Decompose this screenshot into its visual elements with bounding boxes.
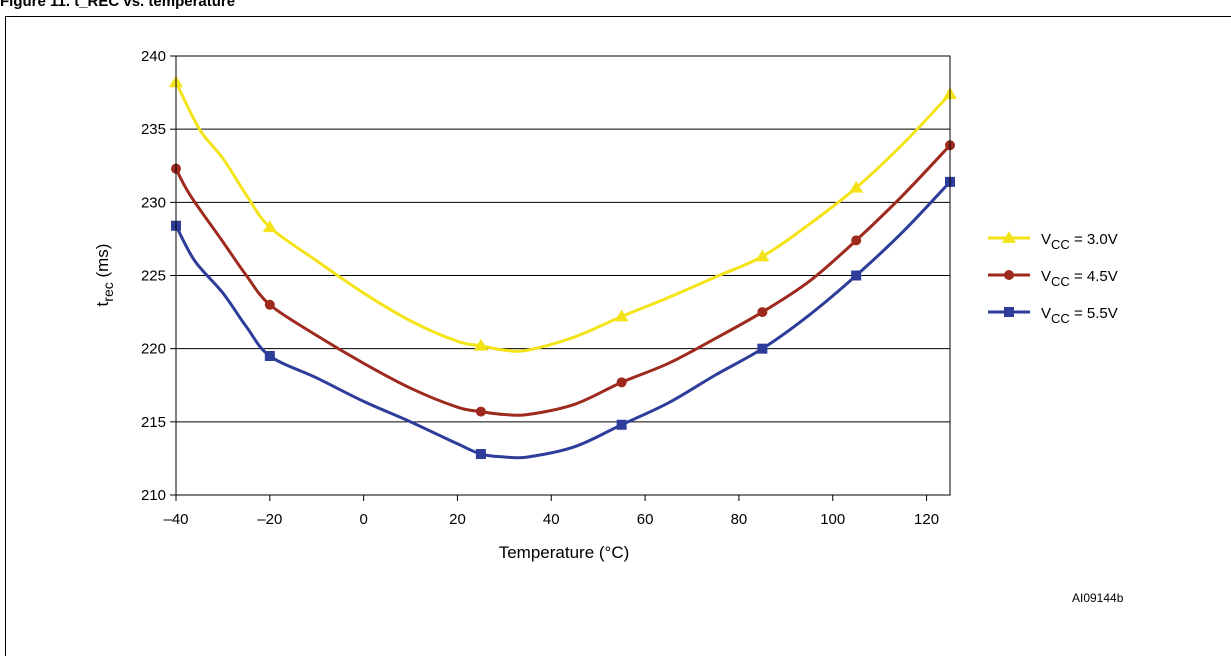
- y-axis-label: trec (ms): [93, 244, 116, 307]
- series-layer: [169, 75, 957, 460]
- data-point-1-4: [757, 307, 768, 318]
- figure-id-label: AI09144b: [1072, 591, 1124, 605]
- legend-swatch-marker: [1004, 307, 1014, 317]
- y-tick-label: 230: [141, 194, 166, 211]
- figure-caption: Figure 11. t_REC vs. temperature: [0, 0, 236, 10]
- data-point-1-3: [616, 377, 627, 388]
- legend-swatch-marker: [1004, 270, 1014, 280]
- x-tick-label: 40: [543, 511, 560, 528]
- x-tick-label: 0: [359, 511, 367, 528]
- data-point-2-3: [616, 419, 627, 430]
- data-point-0-2: [473, 338, 488, 351]
- y-tick-label: 225: [141, 268, 166, 285]
- legend-item-0: VCC = 3.0V: [988, 231, 1118, 252]
- axes: 210 215 220 225 230 235 240 –40 –20 0 20 40 60 80 100 1…: [141, 48, 951, 528]
- y-tick-label: 220: [141, 341, 166, 358]
- data-point-1-1: [264, 299, 275, 310]
- legend-label: VCC = 3.0V: [1041, 231, 1118, 252]
- data-point-2-2: [475, 449, 486, 460]
- x-tick-label: 20: [449, 511, 466, 528]
- legend: VCC = 3.0V VCC = 4.5V VCC = 5.5V: [988, 231, 1118, 326]
- legend-item-1: VCC = 4.5V: [988, 268, 1118, 289]
- data-point-1-5: [851, 235, 862, 246]
- data-point-0-1: [262, 220, 277, 233]
- series-1: [171, 140, 955, 417]
- y-tick-label: 235: [141, 121, 166, 138]
- data-point-2-4: [757, 343, 768, 354]
- series-line-0: [174, 81, 952, 353]
- data-point-0-4: [755, 249, 770, 262]
- legend-label: VCC = 5.5V: [1041, 305, 1118, 326]
- series-line-2: [174, 180, 952, 460]
- series-line-1: [174, 144, 952, 417]
- x-tick-label: –20: [257, 511, 282, 528]
- data-point-1-2: [475, 406, 486, 417]
- y-tick-label: 240: [141, 48, 166, 65]
- x-tick-label: 100: [820, 511, 845, 528]
- x-axis-label: Temperature (°C): [499, 543, 630, 562]
- series-0: [169, 75, 957, 353]
- legend-item-2: VCC = 5.5V: [988, 305, 1118, 326]
- data-point-2-1: [264, 350, 275, 361]
- data-point-0-5: [849, 180, 864, 193]
- x-tick-label: 80: [731, 511, 748, 528]
- figure-frame: [5, 16, 1231, 656]
- legend-label: VCC = 4.5V: [1041, 268, 1118, 289]
- y-tick-label: 210: [141, 487, 166, 504]
- x-tick-label: 60: [637, 511, 654, 528]
- x-tick-label: –40: [163, 511, 188, 528]
- y-tick-label: 215: [141, 414, 166, 431]
- data-point-2-5: [851, 270, 862, 281]
- x-tick-label: 120: [914, 511, 939, 528]
- legend-swatch-marker: [1002, 231, 1016, 243]
- data-point-0-3: [614, 309, 629, 322]
